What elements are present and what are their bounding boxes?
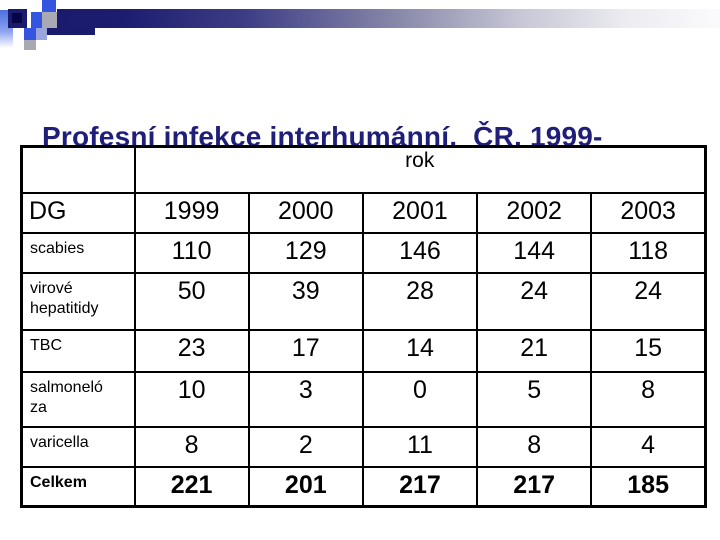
value-cell: 118 xyxy=(590,231,707,274)
value-cell: 23 xyxy=(133,328,250,373)
value-cell: 11 xyxy=(361,425,479,468)
table-row-tbc: TBC 23 17 14 21 15 xyxy=(20,328,707,373)
row-label: varicella xyxy=(20,425,136,468)
value-cell: 3 xyxy=(247,370,364,428)
table-row-virove-hepatitidy: virové hepatitidy 50 39 28 24 24 xyxy=(20,271,707,331)
value-cell: 217 xyxy=(476,465,593,508)
value-cell: 5 xyxy=(476,370,593,428)
value-cell: 50 xyxy=(133,271,250,331)
value-cell: 110 xyxy=(133,231,250,274)
row-label: virové hepatitidy xyxy=(20,271,136,331)
value-cell: 21 xyxy=(476,328,593,373)
value-cell: 144 xyxy=(476,231,593,274)
value-cell: 129 xyxy=(247,231,364,274)
corner-cell xyxy=(20,145,136,194)
value-cell: 201 xyxy=(247,465,364,508)
year-header-1999: 1999 xyxy=(133,191,250,234)
decor-header-bar-tail xyxy=(47,27,95,35)
value-cell: 4 xyxy=(590,425,707,468)
table-row-varicella: varicella 8 2 11 8 4 xyxy=(20,425,707,468)
value-cell: 15 xyxy=(590,328,707,373)
year-group-row: rok xyxy=(20,145,707,194)
value-cell: 28 xyxy=(361,271,479,331)
value-cell: 24 xyxy=(476,271,593,331)
value-cell: 8 xyxy=(133,425,250,468)
decor-square-gray-low xyxy=(24,40,36,50)
year-group-header: rok xyxy=(133,145,707,194)
value-cell: 0 xyxy=(361,370,479,428)
year-header-2002: 2002 xyxy=(476,191,593,234)
row-label: salmoneló za xyxy=(20,370,136,428)
table-row-salmoneloza: salmoneló za 10 3 0 5 8 xyxy=(20,370,707,428)
decor-square-blue-mid xyxy=(31,12,42,28)
year-header-2003: 2003 xyxy=(590,191,707,234)
value-cell: 146 xyxy=(361,231,479,274)
table-row-celkem-total: Celkem 221 201 217 217 185 xyxy=(20,465,707,508)
decor-header-gradient-bar xyxy=(57,9,720,28)
value-cell: 2 xyxy=(247,425,364,468)
infections-table: rok DG 1999 2000 2001 2002 2003 scabies … xyxy=(20,145,707,508)
row-label: scabies xyxy=(20,231,136,274)
value-cell: 8 xyxy=(590,370,707,428)
value-cell: 24 xyxy=(590,271,707,331)
header-row: DG 1999 2000 2001 2002 2003 xyxy=(20,191,707,234)
value-cell: 221 xyxy=(133,465,250,508)
value-cell: 14 xyxy=(361,328,479,373)
row-label: TBC xyxy=(20,328,136,373)
dg-header: DG xyxy=(20,191,136,234)
decor-square-blue-low xyxy=(24,28,36,40)
value-cell: 217 xyxy=(361,465,479,508)
decor-square-navy-inner xyxy=(12,13,22,23)
decor-square-periwinkle xyxy=(36,28,47,40)
value-cell: 185 xyxy=(590,465,707,508)
table-row-scabies: scabies 110 129 146 144 118 xyxy=(20,231,707,274)
decor-square-blue-top xyxy=(42,0,56,12)
value-cell: 8 xyxy=(476,425,593,468)
value-cell: 39 xyxy=(247,271,364,331)
value-cell: 10 xyxy=(133,370,250,428)
year-header-2000: 2000 xyxy=(247,191,364,234)
year-header-2001: 2001 xyxy=(361,191,479,234)
row-label: Celkem xyxy=(20,465,136,508)
value-cell: 17 xyxy=(247,328,364,373)
decor-square-gray-top xyxy=(42,12,57,28)
